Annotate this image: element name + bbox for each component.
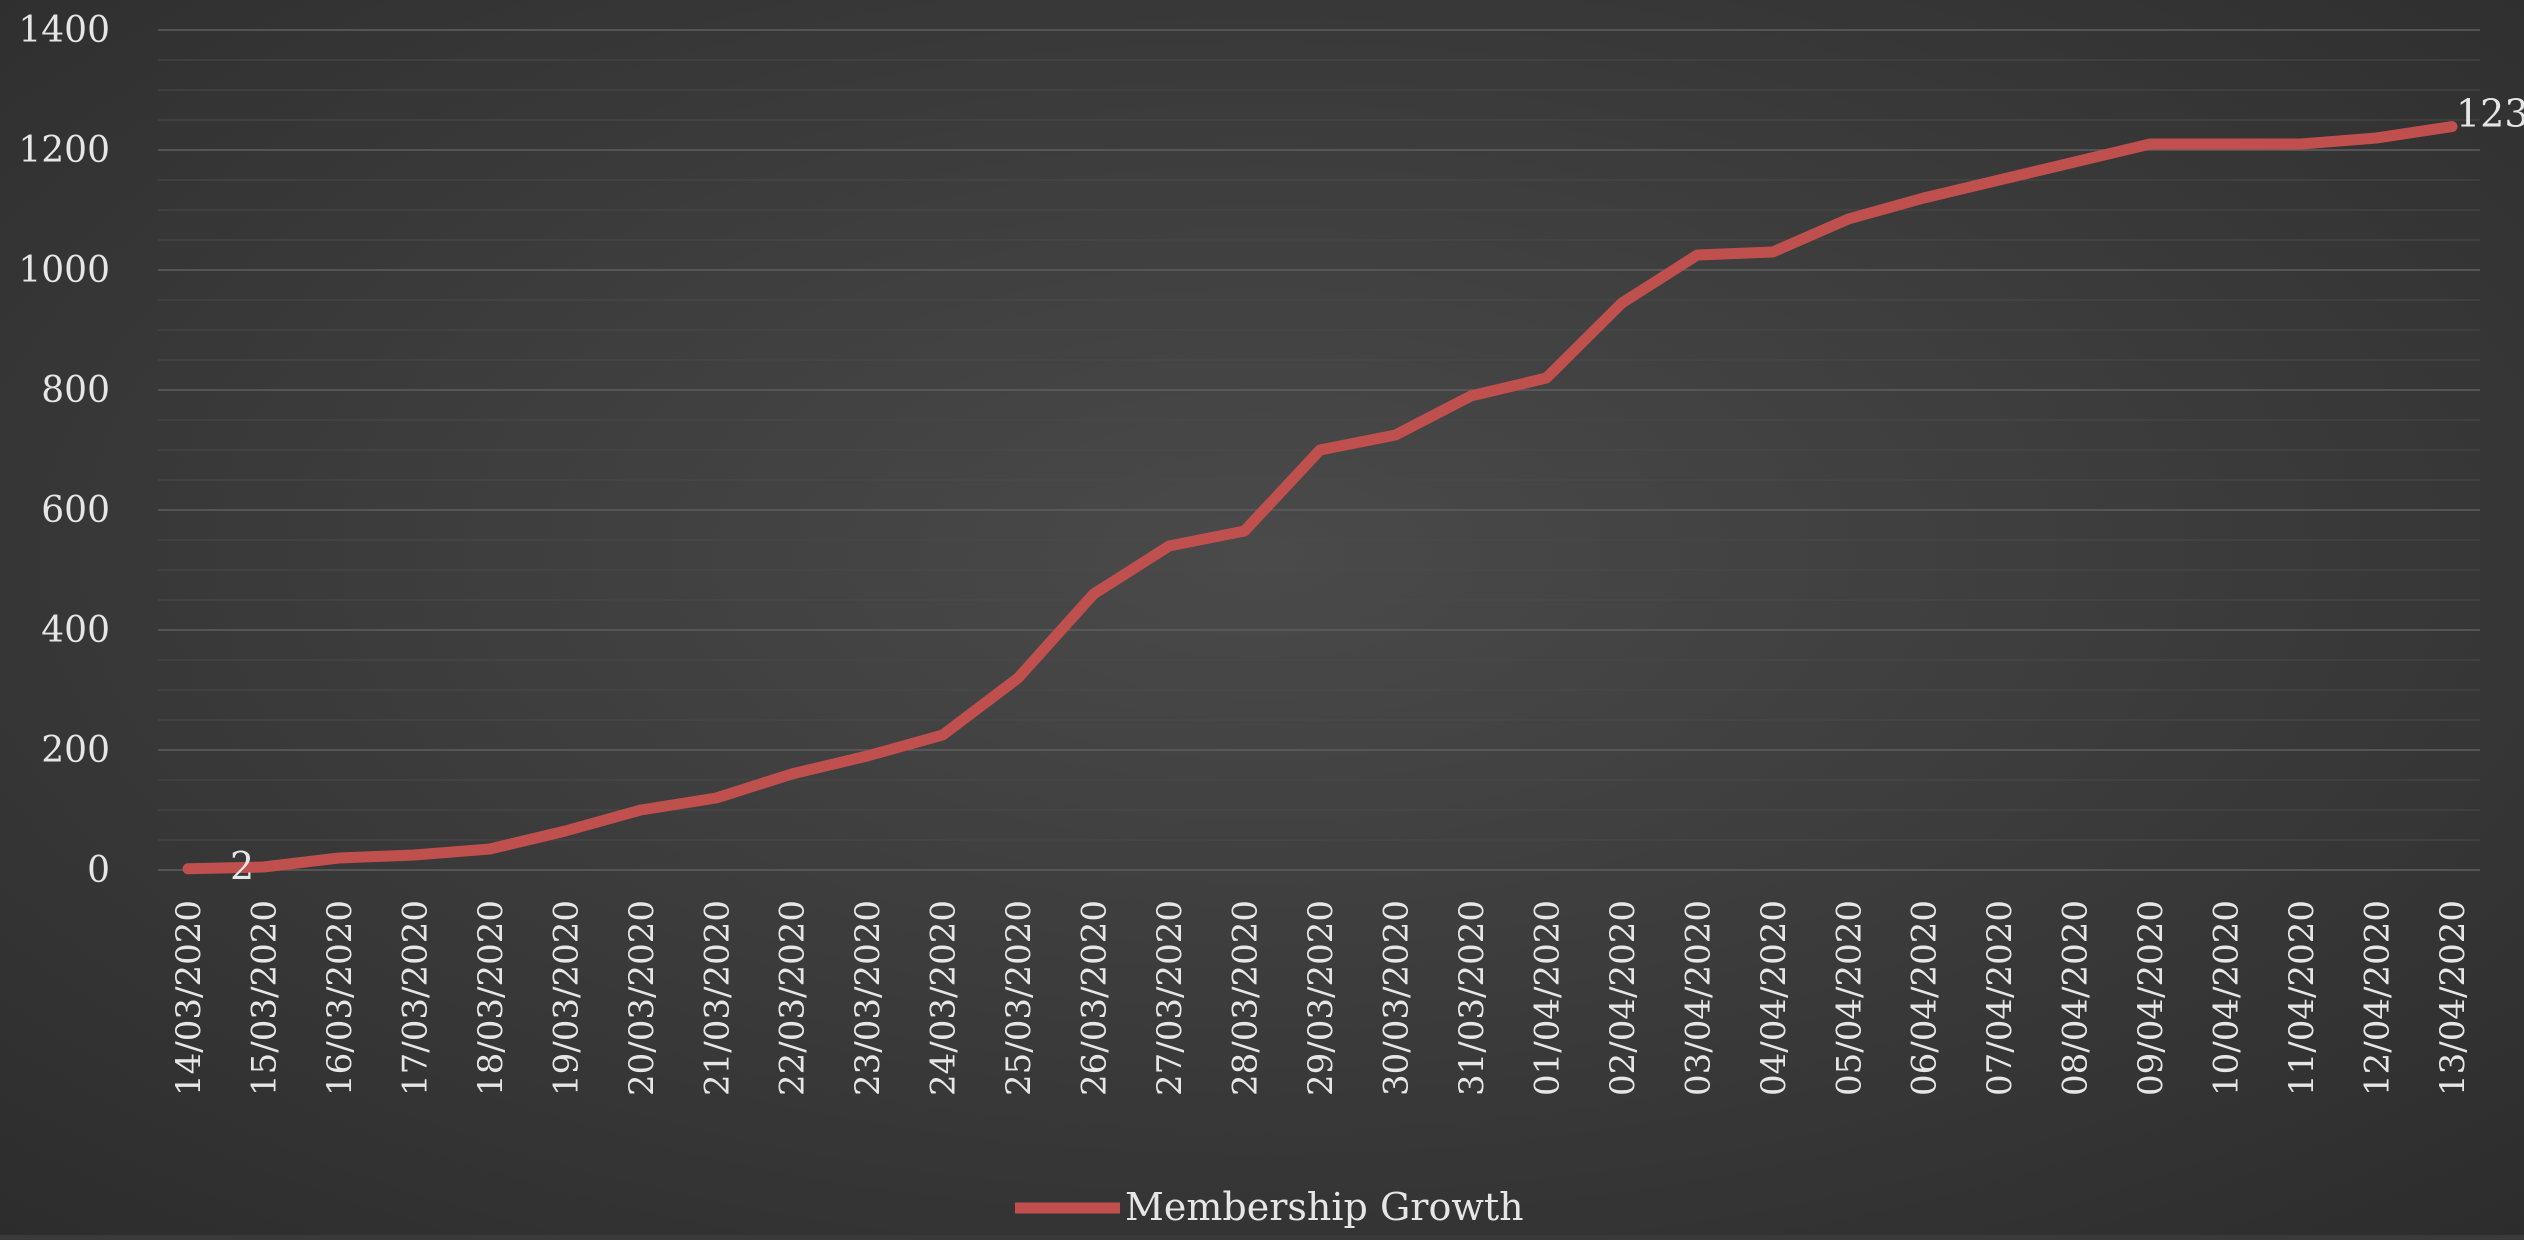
series-line-membership-growth: [182, 121, 2458, 875]
x-tick-label: 11/04/2020: [2282, 900, 2322, 1096]
x-tick-label: 19/03/2020: [546, 900, 586, 1096]
x-tick-label: 17/03/2020: [395, 900, 435, 1096]
x-tick-label: 10/04/2020: [2207, 900, 2247, 1096]
x-tick-label: 08/04/2020: [2056, 900, 2096, 1096]
x-tick-label: 02/04/2020: [1603, 900, 1643, 1096]
data-label: 1239: [2456, 92, 2524, 136]
x-tick-label: 30/03/2020: [1376, 900, 1416, 1096]
x-tick-label: 22/03/2020: [773, 900, 813, 1096]
x-tick-label: 03/04/2020: [1678, 900, 1718, 1096]
x-tick-label: 12/04/2020: [2358, 900, 2398, 1096]
x-tick-label: 06/04/2020: [1905, 900, 1945, 1096]
x-tick-label: 01/04/2020: [1527, 900, 1567, 1096]
series-group: [182, 121, 2458, 875]
y-tick-label: 200: [41, 730, 110, 771]
data-label: 2: [230, 844, 254, 888]
x-tick-label: 05/04/2020: [1829, 900, 1869, 1096]
data-labels: 2 1239: [230, 92, 2524, 888]
x-tick-label: 27/03/2020: [1150, 900, 1190, 1096]
legend: Membership Growth: [1015, 1185, 1524, 1229]
x-tick-label: 21/03/2020: [697, 900, 737, 1096]
y-tick-label: 1400: [18, 10, 110, 51]
y-axis: 0 200 400 600 800 1000 1200 1400: [18, 10, 110, 891]
x-tick-label: 24/03/2020: [924, 900, 964, 1096]
x-tick-label: 23/03/2020: [848, 900, 888, 1096]
x-tick-label: 26/03/2020: [1075, 900, 1115, 1096]
x-tick-label: 20/03/2020: [622, 900, 662, 1096]
y-tick-label: 800: [41, 370, 110, 411]
x-tick-label: 09/04/2020: [2131, 900, 2171, 1096]
x-tick-label: 14/03/2020: [169, 900, 209, 1096]
x-tick-label: 15/03/2020: [244, 900, 284, 1096]
y-tick-label: 0: [87, 850, 110, 891]
x-tick-label: 28/03/2020: [1226, 900, 1266, 1096]
legend-label: Membership Growth: [1125, 1185, 1524, 1229]
y-tick-label: 600: [41, 490, 110, 531]
x-tick-label: 18/03/2020: [471, 900, 511, 1096]
x-tick-label: 29/03/2020: [1301, 900, 1341, 1096]
x-tick-label: 16/03/2020: [320, 900, 360, 1096]
x-axis: 14/03/2020 15/03/2020 16/03/2020 17/03/2020…: [169, 900, 2473, 1096]
x-tick-label: 13/04/2020: [2433, 900, 2473, 1096]
x-tick-label: 04/04/2020: [1754, 900, 1794, 1096]
x-tick-label: 25/03/2020: [999, 900, 1039, 1096]
y-tick-label: 400: [41, 610, 110, 651]
y-tick-label: 1200: [18, 130, 110, 171]
y-tick-label: 1000: [18, 250, 110, 291]
x-tick-label: 07/04/2020: [1980, 900, 2020, 1096]
x-tick-label: 31/03/2020: [1452, 900, 1492, 1096]
